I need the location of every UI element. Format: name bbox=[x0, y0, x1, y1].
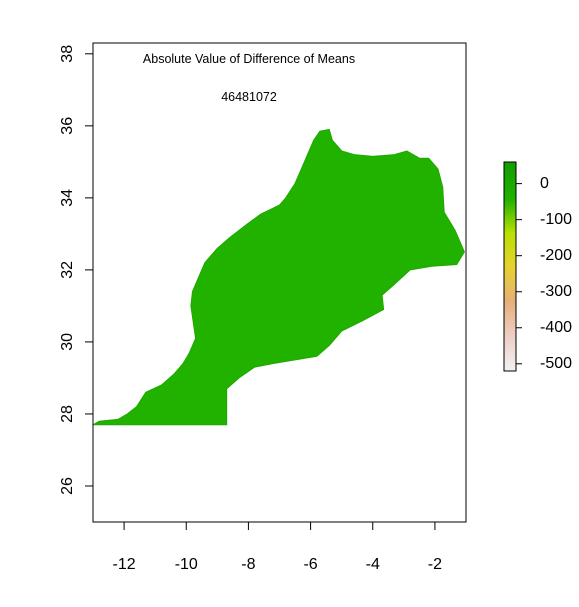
y-tick-label: 26 bbox=[59, 477, 76, 495]
y-tick-label: 28 bbox=[59, 405, 76, 423]
legend-colorbar bbox=[503, 161, 517, 372]
y-tick-label: 38 bbox=[59, 45, 76, 63]
plot-title: Absolute Value of Difference of Means bbox=[143, 52, 355, 66]
legend-ticks: 0 -100 -200 -300 -400 -500 bbox=[516, 175, 572, 372]
legend-tick-label: -400 bbox=[540, 319, 572, 336]
y-axis: 26 28 30 32 34 36 38 bbox=[59, 45, 94, 495]
x-tick-label: -8 bbox=[241, 556, 255, 573]
plot-subtitle: 46481072 bbox=[221, 90, 277, 104]
legend-tick-label: -200 bbox=[540, 247, 572, 264]
morocco-region bbox=[93, 128, 465, 426]
y-tick-label: 34 bbox=[59, 189, 76, 207]
legend-tick-label: -300 bbox=[540, 283, 572, 300]
legend-tick-label: -100 bbox=[540, 211, 572, 228]
x-tick-label: -6 bbox=[303, 556, 317, 573]
y-tick-label: 30 bbox=[59, 333, 76, 351]
y-tick-label: 32 bbox=[59, 261, 76, 279]
y-tick-label: 36 bbox=[59, 117, 76, 135]
x-tick-label: -2 bbox=[428, 556, 442, 573]
x-tick-label: -4 bbox=[366, 556, 380, 573]
x-tick-label: -12 bbox=[113, 556, 136, 573]
legend-tick-label: 0 bbox=[540, 175, 549, 192]
legend-tick-label: -500 bbox=[540, 355, 572, 372]
x-tick-label: -10 bbox=[175, 556, 198, 573]
x-axis: -12 -10 -8 -6 -4 -2 bbox=[113, 521, 442, 573]
